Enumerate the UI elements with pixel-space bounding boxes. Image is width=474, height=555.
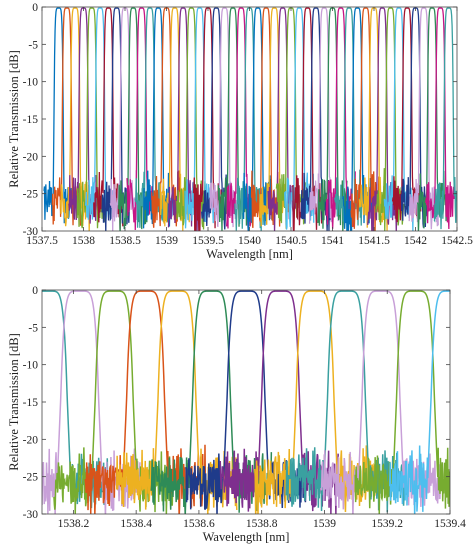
y-tick-label: 0 (32, 2, 38, 14)
y-tick-label: -10 (23, 77, 39, 89)
y-tick-label: -25 (23, 472, 39, 484)
x-tick-label: 1537.5 (26, 235, 58, 247)
x-tick-label: 1538.4 (120, 518, 152, 530)
x-axis-label: Wavelength [nm] (203, 530, 290, 544)
y-tick-label: -5 (28, 39, 38, 51)
series-line (300, 7, 331, 231)
series-line (59, 7, 91, 231)
x-tick-label: 1539 (155, 235, 178, 247)
y-tick-label: -25 (23, 189, 39, 201)
x-tick-label: 1540 (238, 235, 261, 247)
x-tick-label: 1538.5 (109, 235, 141, 247)
plot-area (42, 290, 450, 514)
x-tick-label: 1541 (321, 235, 344, 247)
series-line (93, 7, 124, 230)
series-line (134, 7, 165, 228)
series-line (388, 290, 450, 514)
x-tick-label: 1542 (404, 235, 427, 247)
series-line (319, 290, 442, 514)
y-tick-label: -10 (23, 360, 39, 372)
x-tick-label: 1539.5 (192, 235, 224, 247)
y-tick-label: -20 (23, 434, 39, 446)
y-axis-label: Relative Transmission [dB] (7, 333, 21, 471)
x-tick-label: 1539.2 (371, 518, 403, 530)
y-tick-label: 0 (32, 285, 38, 297)
y-axis-label: Relative Transmission [dB] (7, 50, 21, 188)
x-tick-label: 1539 (313, 518, 336, 530)
x-tick-label: 1540.5 (275, 235, 307, 247)
x-tick-label: 1538 (72, 235, 95, 247)
y-tick-label: -5 (28, 322, 38, 334)
y-tick-label: -30 (23, 509, 39, 521)
series-line (51, 7, 82, 226)
chart-bottom: 1538.2 1538.4 1538.6 1538.8 1539 1539.2 1539.4… (7, 285, 466, 544)
series-line (433, 7, 457, 230)
x-axis-label: Wavelength [nm] (206, 247, 293, 261)
x-tick-label: 1541.5 (358, 235, 390, 247)
series-line (354, 290, 450, 514)
x-tick-label: 1539.4 (434, 518, 466, 530)
x-tick-label: 1538.6 (183, 518, 215, 530)
x-tick-label: 1538.2 (58, 518, 90, 530)
series-line (425, 7, 456, 230)
series-line (325, 7, 356, 229)
x-tick-label: 1542.5 (441, 235, 473, 247)
series-line (142, 7, 174, 229)
x-tick-label: 1538.8 (246, 518, 278, 530)
y-tick-label: -30 (23, 226, 39, 238)
y-tick-label: -15 (23, 397, 39, 409)
y-tick-label: -15 (23, 114, 39, 126)
y-tick-label: -20 (23, 151, 39, 163)
chart-top: 1537.5 1538 1538.5 1539 1539.5 1540 1540.5 1541… (7, 2, 473, 261)
plot-area (43, 7, 457, 231)
